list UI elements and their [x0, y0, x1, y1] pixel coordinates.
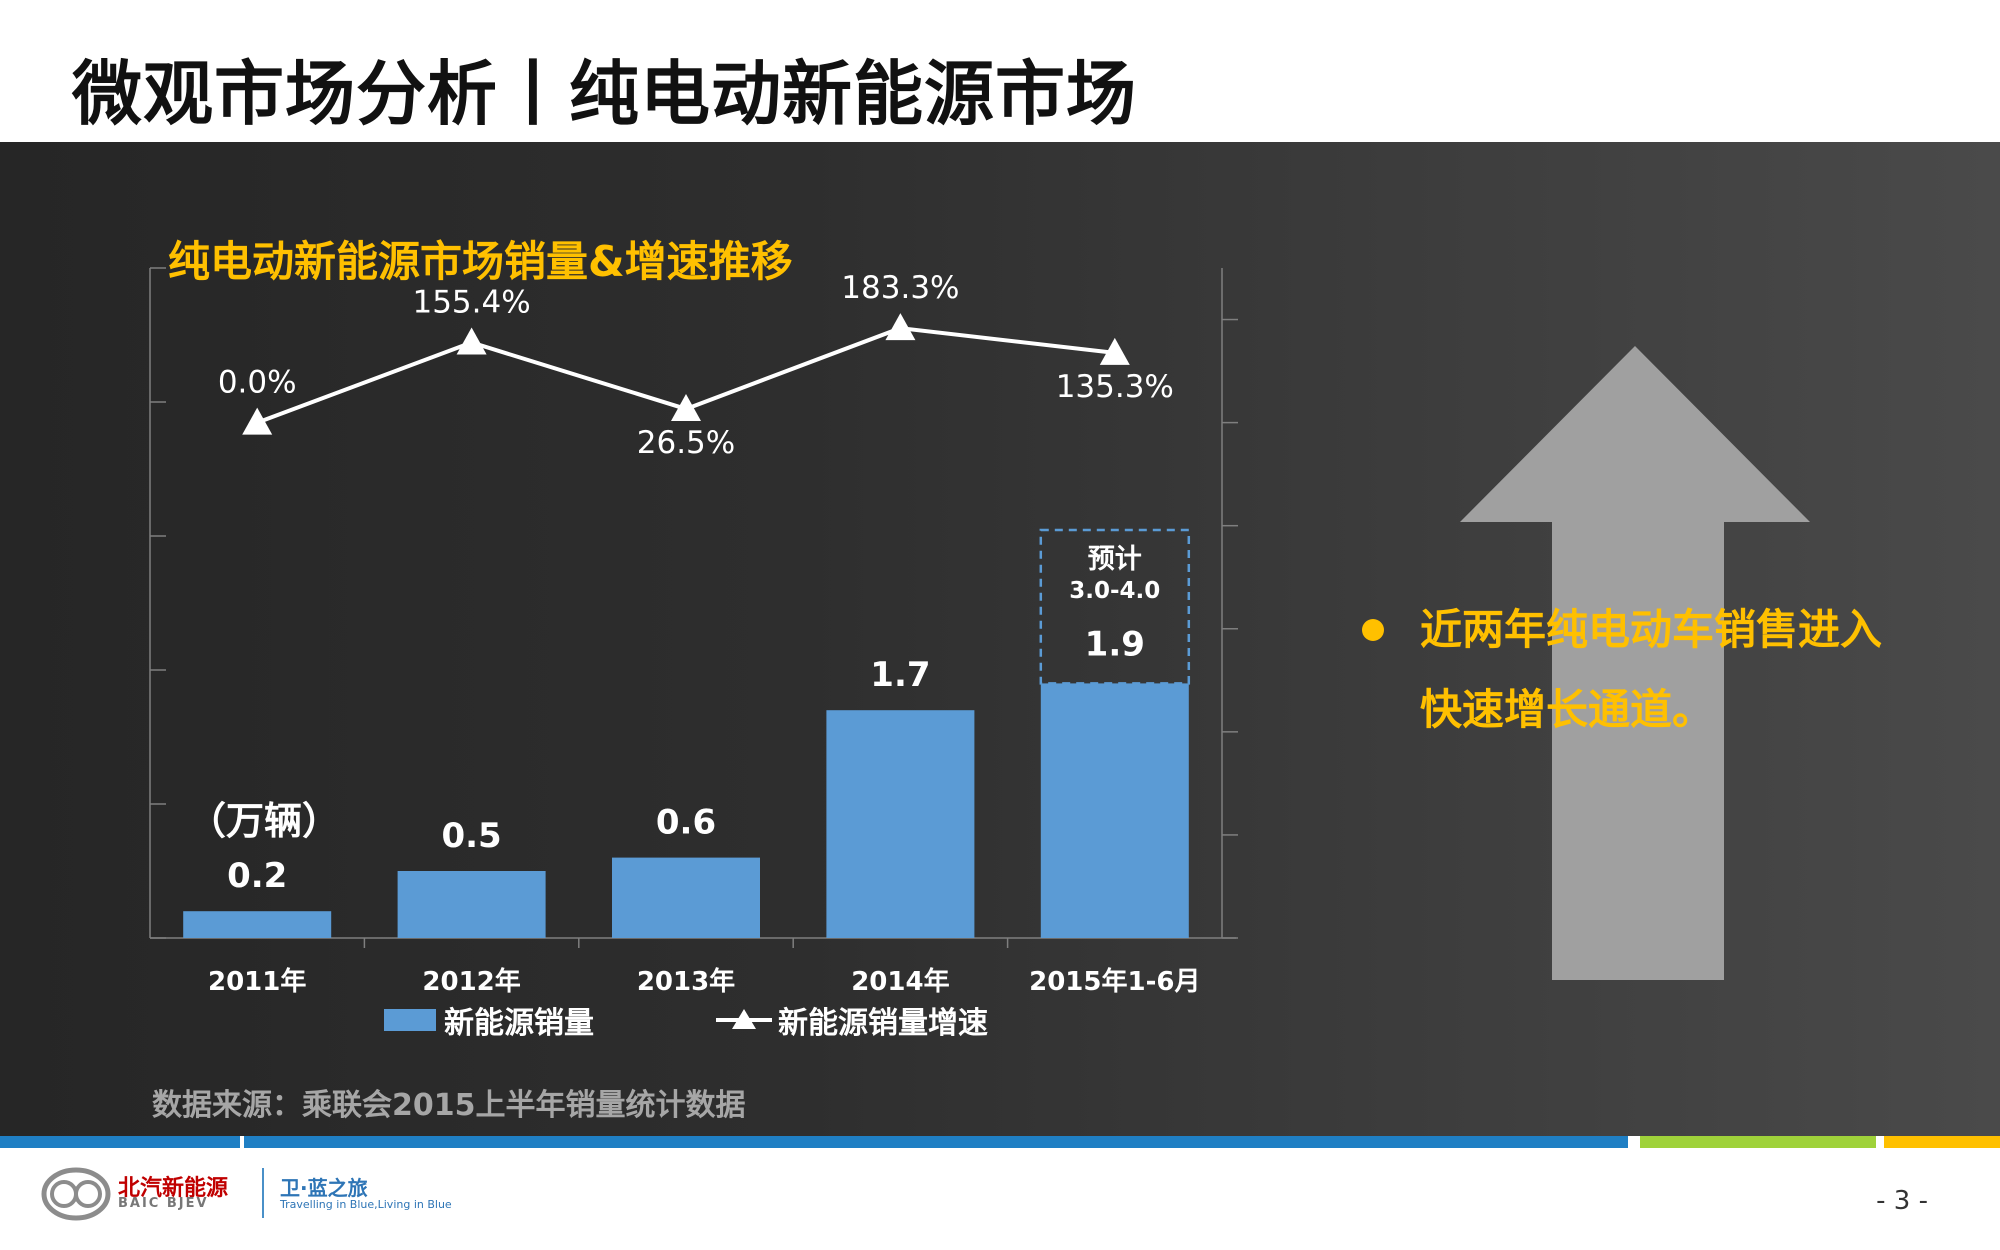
slogan-en: Travelling in Blue,Living in Blue: [280, 1198, 452, 1211]
unit-label: （万辆）: [188, 799, 341, 843]
bar-2014年: [826, 710, 975, 938]
page-title: 微观市场分析丨纯电动新能源市场: [72, 53, 1137, 135]
growth-value-label: 0.0%: [218, 365, 297, 401]
growth-value-label: 135.3%: [1056, 369, 1174, 405]
forecast-box: [1039, 528, 1191, 685]
bar-value-label: 0.2: [227, 856, 287, 896]
x-tick-label: 2014年: [851, 966, 949, 997]
bar-2013年: [612, 857, 760, 938]
brand-name-en: BAIC BJEV: [118, 1196, 209, 1211]
growth-value-label: 26.5%: [637, 425, 735, 461]
footer-stripe-yellow: [1884, 1136, 2000, 1148]
x-tick-label: 2015年1-6月: [1029, 966, 1200, 997]
growth-marker-triangle: [1099, 337, 1130, 365]
line-triangle-icon: [716, 1009, 772, 1029]
chart-title: 纯电动新能源市场销量&增速推移: [168, 237, 793, 286]
growth-value-label: 183.3%: [841, 270, 959, 306]
x-tick-label: 2012年: [422, 966, 520, 997]
footer-stripe-left: [0, 1136, 240, 1148]
bar-value-label: 1.7: [870, 655, 930, 695]
x-tick-label: 2013年: [637, 966, 735, 997]
bar-value-label: 1.9: [1085, 624, 1145, 664]
key-insight: 近两年纯电动车销售进入快速增长通道。: [1362, 590, 1902, 750]
header: 微观市场分析丨纯电动新能源市场: [0, 0, 2000, 142]
footer-divider: [262, 1168, 264, 1218]
footer-stripe-blue: [244, 1136, 1628, 1148]
growth-marker-triangle: [671, 393, 701, 421]
growth-marker-triangle: [242, 407, 273, 435]
brand-logo-icon: [41, 1167, 111, 1221]
footer: [0, 1148, 2000, 1250]
up-arrow-icon: [1460, 346, 1810, 980]
bullet-icon: [1362, 619, 1384, 641]
key-insight-text: 近两年纯电动车销售进入快速增长通道。: [1420, 605, 1883, 734]
bar-2011年: [183, 911, 332, 938]
x-tick-label: 2011年: [208, 966, 306, 997]
growth-marker-triangle: [456, 327, 487, 355]
legend-bar-label: 新能源销量: [444, 1006, 594, 1041]
growth-marker-triangle: [885, 313, 916, 341]
bar-swatch-icon: [384, 1009, 436, 1031]
bar-value-label: 0.6: [656, 803, 716, 843]
page-number: - 3 -: [1876, 1186, 1928, 1216]
slogan: 卫·蓝之旅: [280, 1176, 368, 1200]
footer-stripe-green: [1640, 1136, 1876, 1148]
source-note: 数据来源：乘联会2015上半年销量统计数据: [152, 1088, 746, 1123]
legend-item-line: 新能源销量增速: [716, 995, 988, 1045]
bar-value-label: 0.5: [441, 816, 501, 856]
bar-2015年1-6月: [1040, 683, 1189, 938]
legend-line-label: 新能源销量增速: [778, 1006, 988, 1041]
brand-name: 北汽新能源: [118, 1176, 229, 1201]
growth-value-label: 155.4%: [412, 285, 530, 321]
forecast-range: 3.0-4.0: [1069, 578, 1160, 604]
legend-item-bar: 新能源销量: [384, 995, 594, 1045]
bar-2012年: [397, 871, 546, 938]
forecast-label: 预计: [1088, 544, 1142, 575]
